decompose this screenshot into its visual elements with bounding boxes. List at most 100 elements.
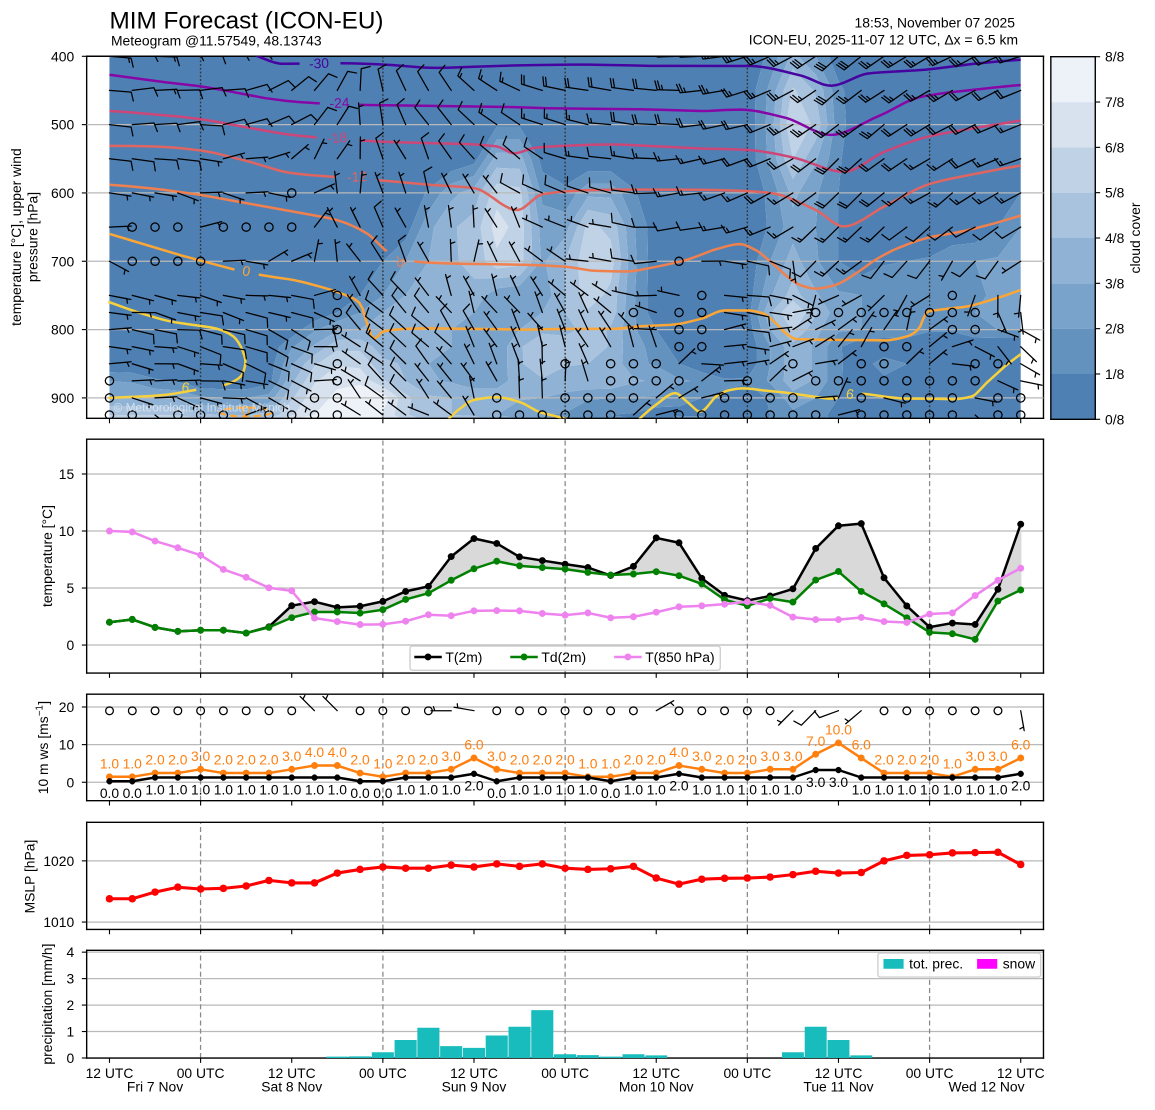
svg-text:1.0: 1.0 [874,781,894,797]
svg-text:900: 900 [51,390,74,406]
svg-text:1020: 1020 [43,853,74,869]
svg-text:3.0: 3.0 [966,748,986,764]
svg-text:0.0: 0.0 [123,785,143,801]
svg-text:-18: -18 [327,129,348,146]
svg-text:6.0: 6.0 [852,737,872,753]
svg-text:2.0: 2.0 [920,752,940,768]
svg-text:2.0: 2.0 [738,752,758,768]
svg-text:00 UTC: 00 UTC [906,1065,954,1081]
svg-text:1.0: 1.0 [214,781,234,797]
svg-text:1.0: 1.0 [168,781,188,797]
svg-text:Sun 9 Nov: Sun 9 Nov [442,1079,507,1095]
svg-text:temperature [°C], upper wind: temperature [°C], upper wind [8,148,24,326]
svg-text:2.0: 2.0 [464,778,484,794]
svg-text:MIM Forecast (ICON-EU): MIM Forecast (ICON-EU) [110,8,384,35]
svg-text:4.0: 4.0 [305,744,325,760]
svg-text:1: 1 [66,1024,74,1040]
svg-text:2.0: 2.0 [510,752,530,768]
svg-text:12 UTC: 12 UTC [268,1065,316,1081]
svg-text:3/8: 3/8 [1105,275,1125,291]
svg-text:1.0: 1.0 [852,781,872,797]
svg-text:1.0: 1.0 [533,781,553,797]
svg-text:Mon 10 Nov: Mon 10 Nov [619,1079,694,1095]
svg-text:1.0: 1.0 [715,781,735,797]
svg-text:2.0: 2.0 [214,752,234,768]
svg-text:1.0: 1.0 [419,781,439,797]
svg-text:7.0: 7.0 [806,733,826,749]
svg-text:1.0: 1.0 [943,781,963,797]
svg-text:5/8: 5/8 [1105,185,1125,201]
svg-text:00 UTC: 00 UTC [177,1065,225,1081]
svg-text:1.0: 1.0 [692,781,712,797]
svg-text:1.0: 1.0 [988,781,1008,797]
svg-text:1.0: 1.0 [897,781,917,797]
svg-text:1/8: 1/8 [1105,366,1125,382]
svg-text:1.0: 1.0 [305,781,325,797]
svg-text:4.0: 4.0 [328,744,348,760]
svg-text:0: 0 [66,774,74,790]
svg-text:1.0: 1.0 [442,781,462,797]
svg-text:00 UTC: 00 UTC [359,1065,407,1081]
svg-text:1.0: 1.0 [259,781,279,797]
svg-text:3.0: 3.0 [988,748,1008,764]
svg-text:3.0: 3.0 [442,748,462,764]
svg-text:2: 2 [66,997,74,1013]
svg-text:tot. prec.: tot. prec. [909,956,963,972]
svg-text:1.0: 1.0 [647,781,667,797]
svg-text:1.0: 1.0 [191,781,211,797]
svg-text:1.0: 1.0 [373,755,393,771]
svg-text:2.0: 2.0 [647,752,667,768]
svg-text:6: 6 [845,385,856,402]
svg-text:18:53, November 07 2025: 18:53, November 07 2025 [855,15,1016,31]
svg-text:0: 0 [242,403,250,419]
svg-text:5: 5 [66,580,74,596]
svg-text:3.0: 3.0 [282,748,302,764]
svg-text:Wed 12 Nov: Wed 12 Nov [948,1079,1024,1095]
svg-text:1.0: 1.0 [578,755,598,771]
svg-text:4: 4 [66,944,74,960]
svg-text:700: 700 [51,253,74,269]
svg-text:MSLP [hPa]: MSLP [hPa] [22,840,38,914]
svg-text:3.0: 3.0 [760,748,780,764]
svg-text:2.0: 2.0 [168,752,188,768]
svg-text:4.0: 4.0 [669,744,689,760]
svg-text:800: 800 [51,322,74,338]
svg-text:1.0: 1.0 [510,781,530,797]
svg-text:6.0: 6.0 [464,737,484,753]
svg-text:1.0: 1.0 [282,781,302,797]
svg-text:3.0: 3.0 [487,748,507,764]
svg-text:6.0: 6.0 [1011,737,1031,753]
svg-text:0: 0 [66,637,74,653]
svg-text:1.0: 1.0 [943,755,963,771]
svg-text:T(2m): T(2m) [445,649,482,665]
svg-text:Td(2m): Td(2m) [541,649,586,665]
svg-text:0: 0 [241,262,252,279]
svg-text:3.0: 3.0 [191,748,211,764]
svg-text:10: 10 [59,523,75,539]
svg-text:-30: -30 [309,55,330,72]
svg-text:1.0: 1.0 [396,781,416,797]
svg-text:2.0: 2.0 [237,752,257,768]
svg-text:1.0: 1.0 [328,781,348,797]
svg-text:12 UTC: 12 UTC [450,1065,498,1081]
svg-text:400: 400 [51,48,74,64]
svg-text:15: 15 [59,466,75,482]
svg-text:2.0: 2.0 [669,778,689,794]
svg-text:6: 6 [180,378,191,395]
svg-text:precipitation [mm/h]: precipitation [mm/h] [39,944,55,1065]
svg-text:2.0: 2.0 [396,752,416,768]
svg-text:00 UTC: 00 UTC [723,1065,771,1081]
svg-text:00 UTC: 00 UTC [541,1065,589,1081]
svg-text:temperature [°C]: temperature [°C] [39,505,55,607]
svg-text:1.0: 1.0 [555,781,575,797]
svg-text:0.0: 0.0 [373,785,393,801]
svg-text:0.0: 0.0 [601,785,621,801]
svg-text:1.0: 1.0 [237,781,257,797]
svg-text:-24: -24 [329,94,350,111]
svg-text:1.0: 1.0 [578,781,598,797]
svg-text:0: 0 [66,1050,74,1066]
svg-text:1.0: 1.0 [966,781,986,797]
svg-text:T(850 hPa): T(850 hPa) [645,649,714,665]
svg-text:1.0: 1.0 [123,755,143,771]
svg-text:1.0: 1.0 [738,781,758,797]
